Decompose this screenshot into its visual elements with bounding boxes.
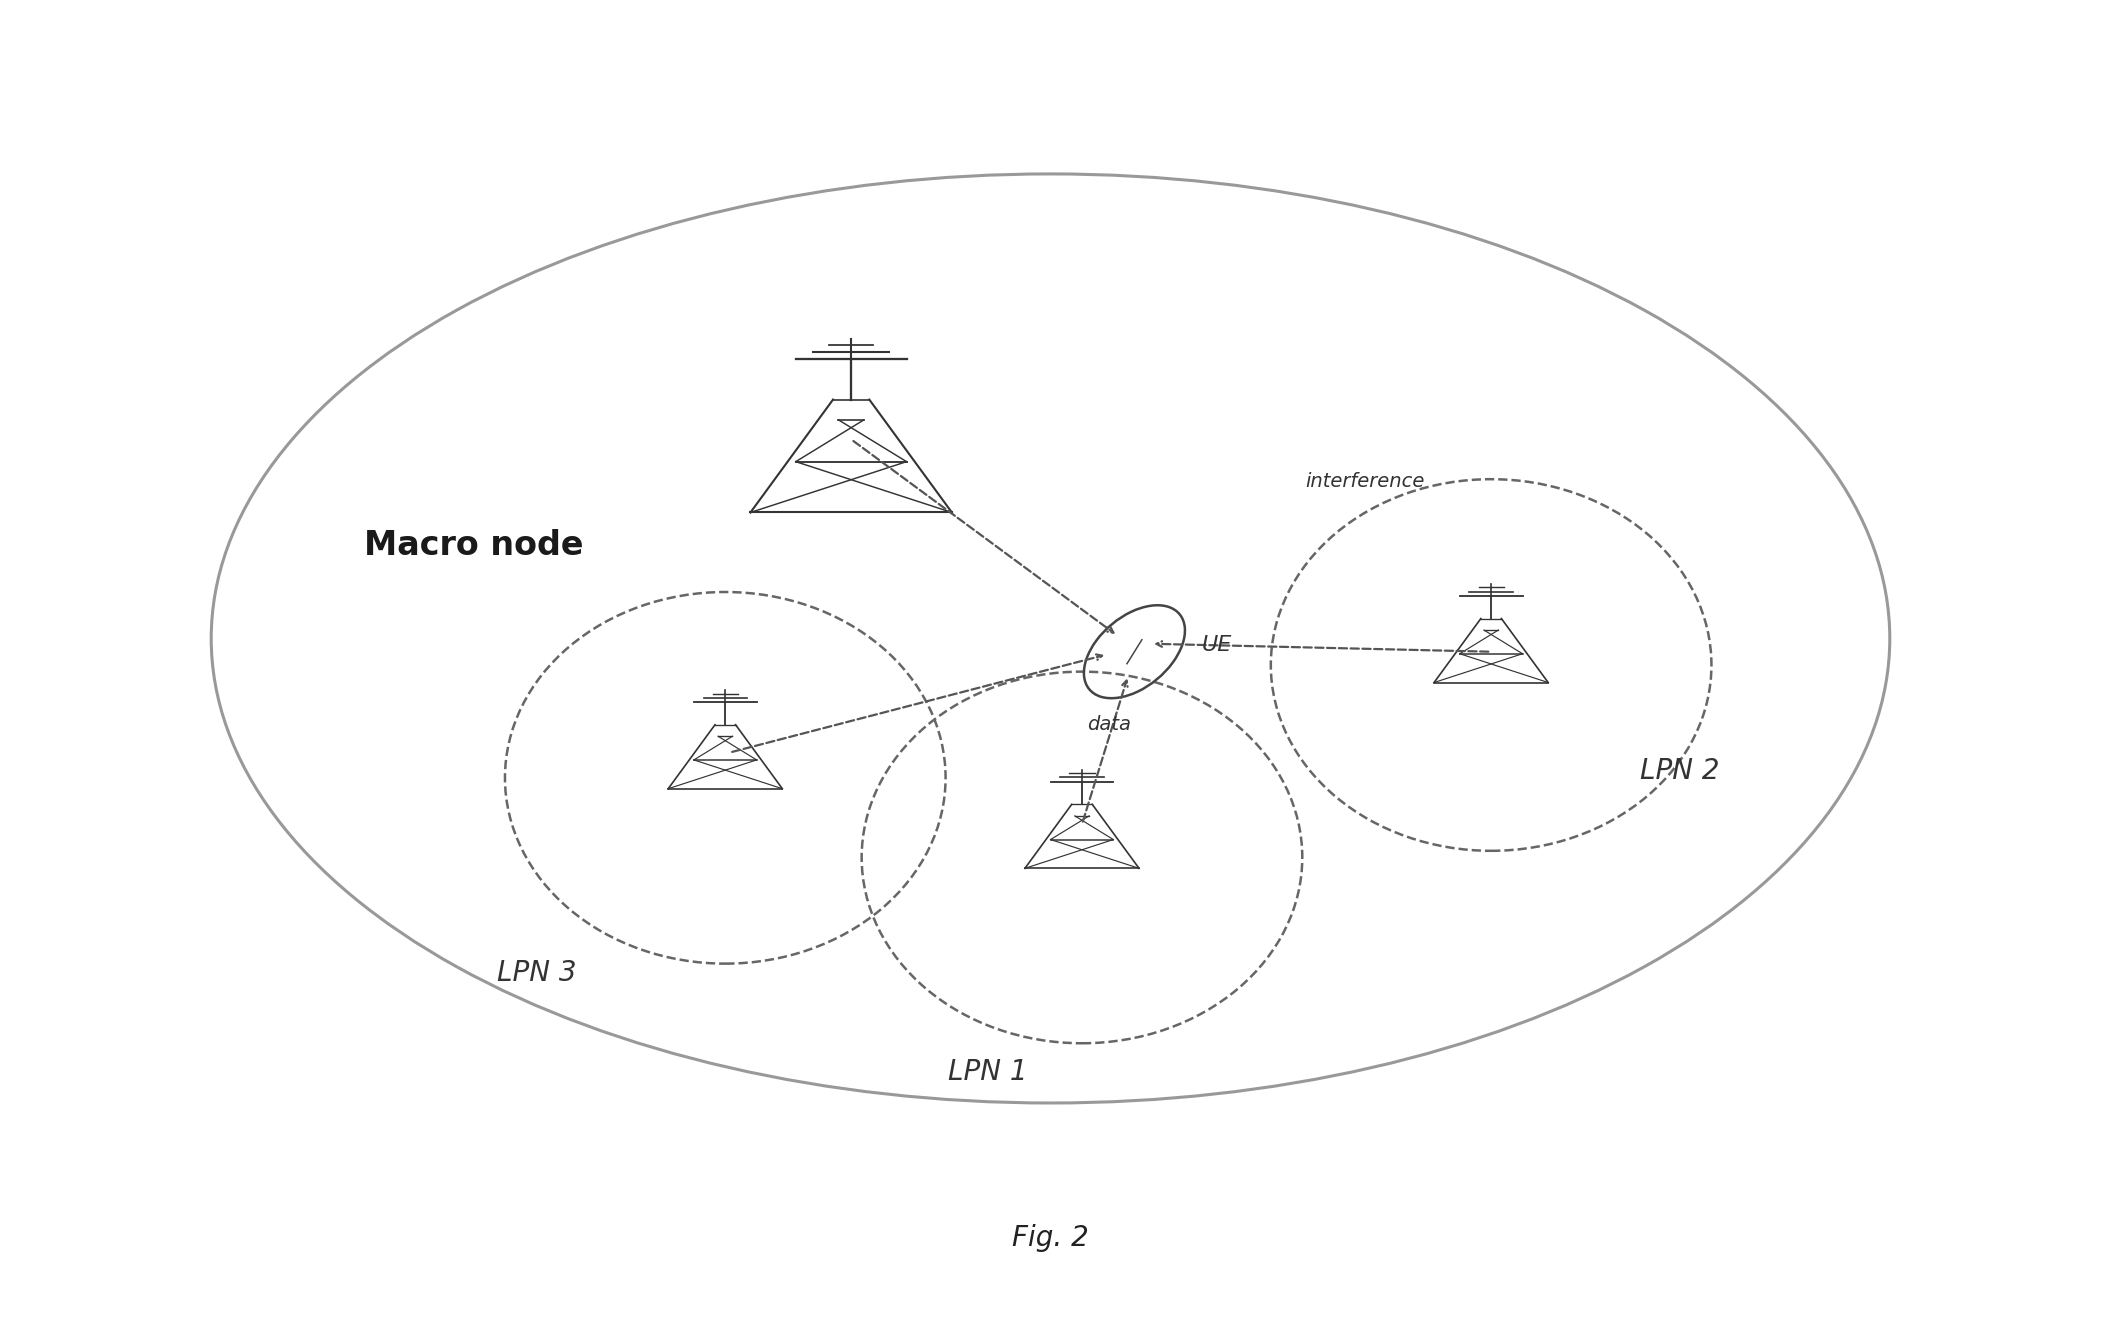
Text: interference: interference: [1305, 472, 1424, 491]
Text: Macro node: Macro node: [363, 529, 584, 563]
Text: LPN 1: LPN 1: [948, 1059, 1027, 1087]
Text: LPN 2: LPN 2: [1641, 757, 1721, 785]
Text: UE: UE: [1202, 636, 1231, 656]
Text: Fig. 2: Fig. 2: [1013, 1225, 1088, 1253]
Text: LPN 3: LPN 3: [496, 959, 576, 987]
Text: data: data: [1086, 716, 1130, 734]
